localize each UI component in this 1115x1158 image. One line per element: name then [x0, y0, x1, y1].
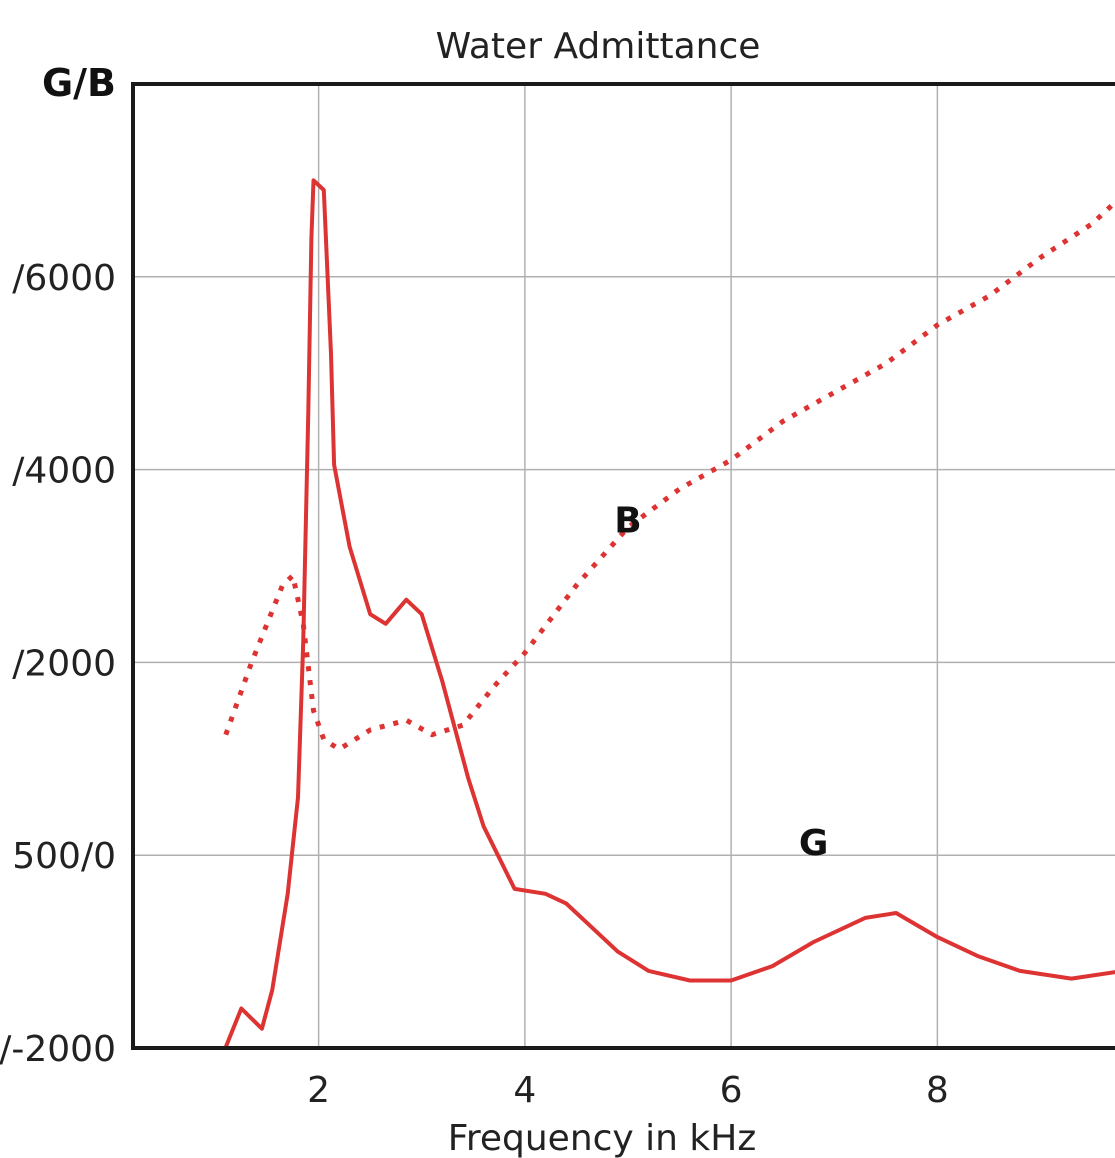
y-tick-label: 500/0 — [12, 836, 116, 877]
plot-frame — [131, 82, 1115, 1050]
series-labels: GB — [614, 500, 828, 864]
y-tick-label: /4000 — [12, 451, 116, 492]
series-label-b: B — [614, 500, 641, 541]
y-tick-label: /2000 — [12, 643, 116, 684]
series-label-g: G — [799, 823, 829, 864]
y-axis-label: G/B — [42, 61, 116, 105]
x-tick-label: 8 — [926, 1070, 949, 1111]
grid-lines — [133, 84, 1115, 1048]
x-axis-label: Frequency in kHz — [448, 1118, 757, 1158]
series-line-g — [223, 178, 1115, 1049]
x-tick-label: 6 — [720, 1070, 743, 1111]
chart-title: Water Admittance — [436, 26, 761, 67]
plot-series — [223, 178, 1115, 1049]
x-tick-label: 4 — [513, 1070, 536, 1111]
x-tick-label: 2 — [307, 1070, 330, 1111]
y-tick-label: /-2000 — [0, 1029, 116, 1070]
series-line-b — [223, 198, 1115, 753]
y-tick-label: /6000 — [12, 258, 116, 299]
